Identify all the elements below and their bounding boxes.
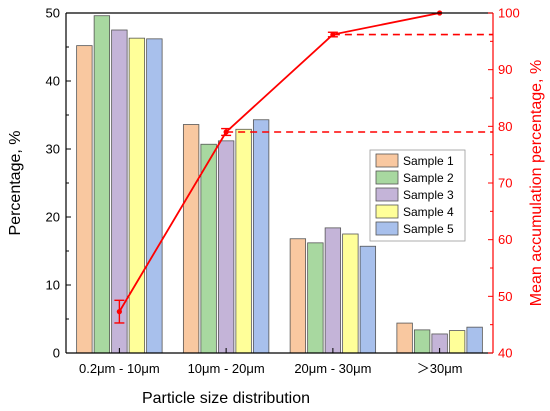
x-tick-label: ＞30μm <box>417 361 463 376</box>
y-tick-label: 0 <box>53 346 60 361</box>
legend-swatch <box>375 153 399 168</box>
accumulation-line-layer <box>114 10 443 324</box>
y2-tick-label: 90 <box>498 62 512 77</box>
y2-axis-title: Mean accumulation percentage, % <box>528 60 545 306</box>
x-tick-label: 0.2μm - 10μm <box>79 361 160 376</box>
y2-tick-label: 80 <box>498 119 512 134</box>
x-tick-label: 20μm - 30μm <box>294 361 371 376</box>
y-tick-label: 50 <box>46 6 60 21</box>
y2-tick-label: 60 <box>498 232 512 247</box>
line-point <box>330 31 336 38</box>
bar <box>359 245 377 354</box>
bar <box>146 38 163 354</box>
bar <box>76 45 93 354</box>
line-point <box>116 309 122 315</box>
accumulation-line <box>118 12 440 313</box>
y-tick-label: 10 <box>46 278 60 293</box>
legend-swatch <box>375 204 399 219</box>
bar <box>182 124 200 354</box>
x-axis-title: Particle size distribution <box>142 390 310 407</box>
legend-label: Sample 1 <box>403 154 454 168</box>
bar <box>128 37 146 354</box>
y2-tick-label: 50 <box>498 289 512 304</box>
y-tick-label: 20 <box>46 210 60 225</box>
bar <box>413 329 431 354</box>
bar <box>324 227 342 354</box>
bar <box>200 143 217 354</box>
legend-label: Sample 5 <box>403 222 454 236</box>
bar <box>217 140 235 354</box>
legend-swatch <box>375 170 399 185</box>
y2-tick-label: 40 <box>498 346 512 361</box>
bar <box>289 238 307 354</box>
legend-swatch <box>375 187 399 202</box>
bar <box>307 242 324 354</box>
bar <box>342 233 359 354</box>
bar <box>396 322 413 354</box>
legend: Sample 1 Sample 2 Sample 3 Sample 4 Sample 5 <box>369 149 466 242</box>
legend-label: Sample 3 <box>403 188 454 202</box>
x-tick-label: 10μm - 20μm <box>188 361 265 376</box>
bar <box>252 119 270 354</box>
bar <box>93 15 111 354</box>
y-tick-label: 40 <box>46 74 60 89</box>
bar <box>448 330 466 354</box>
bar <box>235 128 252 354</box>
bar <box>466 326 483 354</box>
y-axis-title: Percentage, % <box>7 131 24 236</box>
axes-layer: 0 10 20 30 40 50 40 50 60 70 80 90 100 0.2μm - 10μm 10… <box>46 6 520 377</box>
legend-swatch <box>375 221 399 236</box>
y2-tick-label: 70 <box>498 176 512 191</box>
y-tick-label: 30 <box>46 142 60 157</box>
reference-lines-layer <box>226 33 493 133</box>
legend-label: Sample 2 <box>403 171 454 185</box>
y2-tick-label: 100 <box>498 6 520 21</box>
legend-label: Sample 4 <box>403 205 454 219</box>
line-point <box>223 129 229 135</box>
